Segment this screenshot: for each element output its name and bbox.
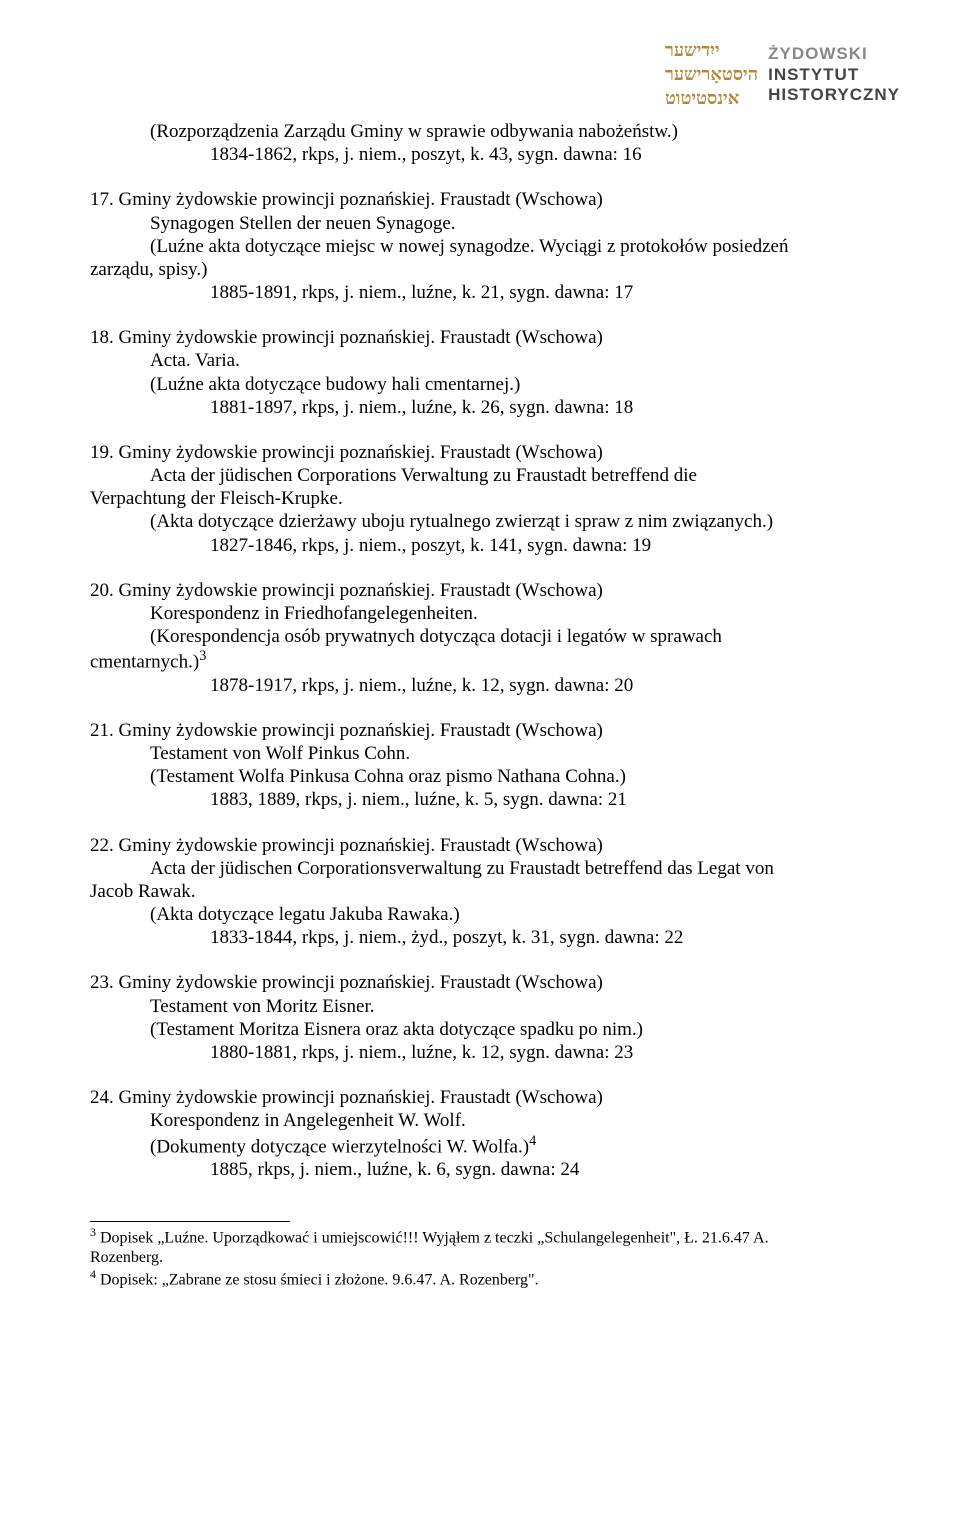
entry-20-b: (Korespondencja osób prywatnych dotycząc… <box>90 625 870 648</box>
entry-17-head: 17. Gminy żydowskie prowincji poznańskie… <box>90 188 870 211</box>
entry-22-b: Jacob Rawak. <box>90 880 870 903</box>
entry-23: 23. Gminy żydowskie prowincji poznańskie… <box>90 971 870 1064</box>
entry-17-a: Synagogen Stellen der neuen Synagoge. <box>90 212 870 235</box>
entry-24-b-sup: 4 <box>529 1133 536 1149</box>
entry-22: 22. Gminy żydowskie prowincji poznańskie… <box>90 834 870 950</box>
footnote-4: 4 Dopisek: „Zabrane ze stosu śmieci i zł… <box>90 1267 870 1290</box>
logo-hebrew-glyphs: ייִדישער היסטאָרישער אינסטיטוט <box>665 40 758 110</box>
entry-23-a: Testament von Moritz Eisner. <box>90 995 870 1018</box>
entry-19: 19. Gminy żydowskie prowincji poznańskie… <box>90 441 870 557</box>
logo-line2: INSTYTUT <box>768 65 900 86</box>
entry-20-head: 20. Gminy żydowskie prowincji poznańskie… <box>90 579 870 602</box>
entry-21-b: (Testament Wolfa Pinkusa Cohna oraz pism… <box>90 765 870 788</box>
entry-19-a: Acta der jüdischen Corporations Verwaltu… <box>90 464 870 487</box>
entry-20: 20. Gminy żydowskie prowincji poznańskie… <box>90 579 870 697</box>
entry-21-c: 1883, 1889, rkps, j. niem., luźne, k. 5,… <box>90 788 870 811</box>
entry-19-head: 19. Gminy żydowskie prowincji poznańskie… <box>90 441 870 464</box>
entry-24-c: 1885, rkps, j. niem., luźne, k. 6, sygn.… <box>90 1158 870 1181</box>
entry-21-head: 21. Gminy żydowskie prowincji poznańskie… <box>90 719 870 742</box>
entry-21-a: Testament von Wolf Pinkus Cohn. <box>90 742 870 765</box>
entry-20-a: Korespondenz in Friedhofangelegenheiten. <box>90 602 870 625</box>
entry-24: 24. Gminy żydowskie prowincji poznańskie… <box>90 1086 870 1181</box>
entry-24-head: 24. Gminy żydowskie prowincji poznańskie… <box>90 1086 870 1109</box>
entry-23-head: 23. Gminy żydowskie prowincji poznańskie… <box>90 971 870 994</box>
entry-20-c-sup: 3 <box>199 648 206 664</box>
entry-24-b: (Dokumenty dotyczące wierzytelności W. W… <box>90 1133 870 1159</box>
entry-20-c-text: cmentarnych.) <box>90 652 199 673</box>
intro-l1: (Rozporządzenia Zarządu Gminy w sprawie … <box>90 120 870 143</box>
entry-18-b: (Luźne akta dotyczące budowy hali cmenta… <box>90 373 870 396</box>
entry-18-head: 18. Gminy żydowskie prowincji poznańskie… <box>90 326 870 349</box>
intro-block: (Rozporządzenia Zarządu Gminy w sprawie … <box>90 120 870 166</box>
entry-24-b-text: (Dokumenty dotyczące wierzytelności W. W… <box>150 1136 529 1157</box>
entry-22-a: Acta der jüdischen Corporationsverwaltun… <box>90 857 870 880</box>
entry-18-a: Acta. Varia. <box>90 349 870 372</box>
header: ייִדישער היסטאָרישער אינסטיטוט ŻYDOWSKI … <box>90 40 870 120</box>
footnotes: 3 Dopisek „Luźne. Uporządkować i umiejsc… <box>90 1222 870 1289</box>
entry-19-d: 1827-1846, rkps, j. niem., poszyt, k. 14… <box>90 534 870 557</box>
entry-24-a: Korespondenz in Angelegenheit W. Wolf. <box>90 1109 870 1132</box>
logo-line1: ŻYDOWSKI <box>768 44 900 65</box>
footnote-3: 3 Dopisek „Luźne. Uporządkować i umiejsc… <box>90 1225 870 1248</box>
logo: ייִדישער היסטאָרישער אינסטיטוט ŻYDOWSKI … <box>665 40 900 110</box>
entry-22-d: 1833-1844, rkps, j. niem., żyd., poszyt,… <box>90 926 870 949</box>
entry-20-d: 1878-1917, rkps, j. niem., luźne, k. 12,… <box>90 674 870 697</box>
entry-19-b: Verpachtung der Fleisch-Krupke. <box>90 487 870 510</box>
footnote-3-t1: Dopisek „Luźne. Uporządkować i umiejscow… <box>96 1230 769 1247</box>
intro-l2: 1834-1862, rkps, j. niem., poszyt, k. 43… <box>90 143 870 166</box>
entry-18-c: 1881-1897, rkps, j. niem., luźne, k. 26,… <box>90 396 870 419</box>
entry-18: 18. Gminy żydowskie prowincji poznańskie… <box>90 326 870 419</box>
entry-23-c: 1880-1881, rkps, j. niem., luźne, k. 12,… <box>90 1041 870 1064</box>
entry-22-head: 22. Gminy żydowskie prowincji poznańskie… <box>90 834 870 857</box>
entry-19-c: (Akta dotyczące dzierżawy uboju rytualne… <box>90 510 870 533</box>
logo-line3: HISTORYCZNY <box>768 85 900 106</box>
entry-17-c: zarządu, spisy.) <box>90 258 870 281</box>
entry-17-d: 1885-1891, rkps, j. niem., luźne, k. 21,… <box>90 281 870 304</box>
footnote-4-t: Dopisek: „Zabrane ze stosu śmieci i złoż… <box>96 1271 539 1288</box>
logo-text: ŻYDOWSKI INSTYTUT HISTORYCZNY <box>768 44 900 106</box>
entry-23-b: (Testament Moritza Eisnera oraz akta dot… <box>90 1018 870 1041</box>
footnote-3b: Rozenberg. <box>90 1248 870 1267</box>
entry-21: 21. Gminy żydowskie prowincji poznańskie… <box>90 719 870 812</box>
entry-22-c: (Akta dotyczące legatu Jakuba Rawaka.) <box>90 903 870 926</box>
entry-20-c: cmentarnych.)3 <box>90 648 870 674</box>
entry-17: 17. Gminy żydowskie prowincji poznańskie… <box>90 188 870 304</box>
entry-17-b: (Luźne akta dotyczące miejsc w nowej syn… <box>90 235 870 258</box>
